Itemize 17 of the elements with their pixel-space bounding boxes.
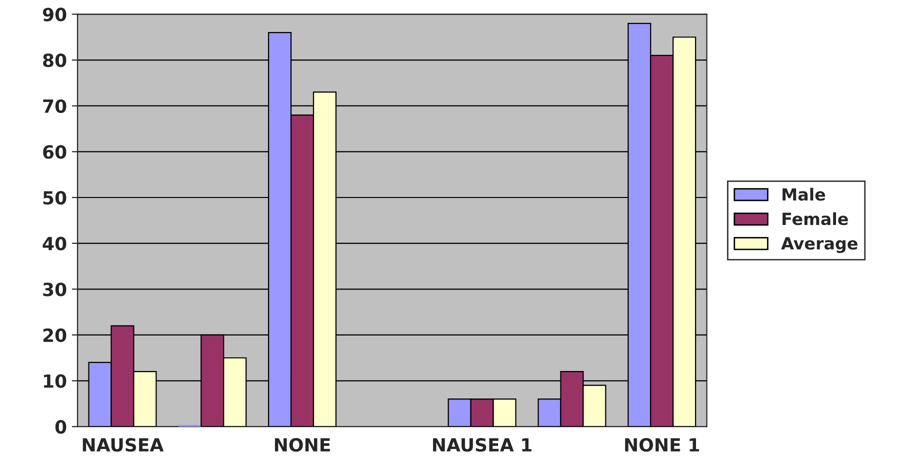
y-tick-label: 20 (43, 328, 66, 342)
y-tick-label: 90 (42, 8, 66, 22)
legend-label: Female (782, 212, 848, 226)
y-tick-label: 70 (43, 99, 66, 113)
y-tick-label: 40 (42, 236, 66, 250)
legend-label: Average (781, 237, 858, 254)
y-tick-label: 0 (55, 420, 66, 434)
y-tick-label: 60 (43, 145, 66, 159)
y-tick-label: 10 (44, 374, 66, 388)
x-tick-label: NONE 1 (625, 438, 699, 452)
y-tick-label: 30 (43, 282, 66, 296)
legend-label: Male (782, 188, 826, 201)
y-tick-label: 50 (43, 190, 66, 205)
x-tick-label: NONE (274, 438, 330, 452)
x-tick-label: NAUSEA (82, 438, 164, 452)
x-tick-label: NAUSEA 1 (433, 438, 532, 452)
y-tick-label: 80 (43, 54, 66, 68)
